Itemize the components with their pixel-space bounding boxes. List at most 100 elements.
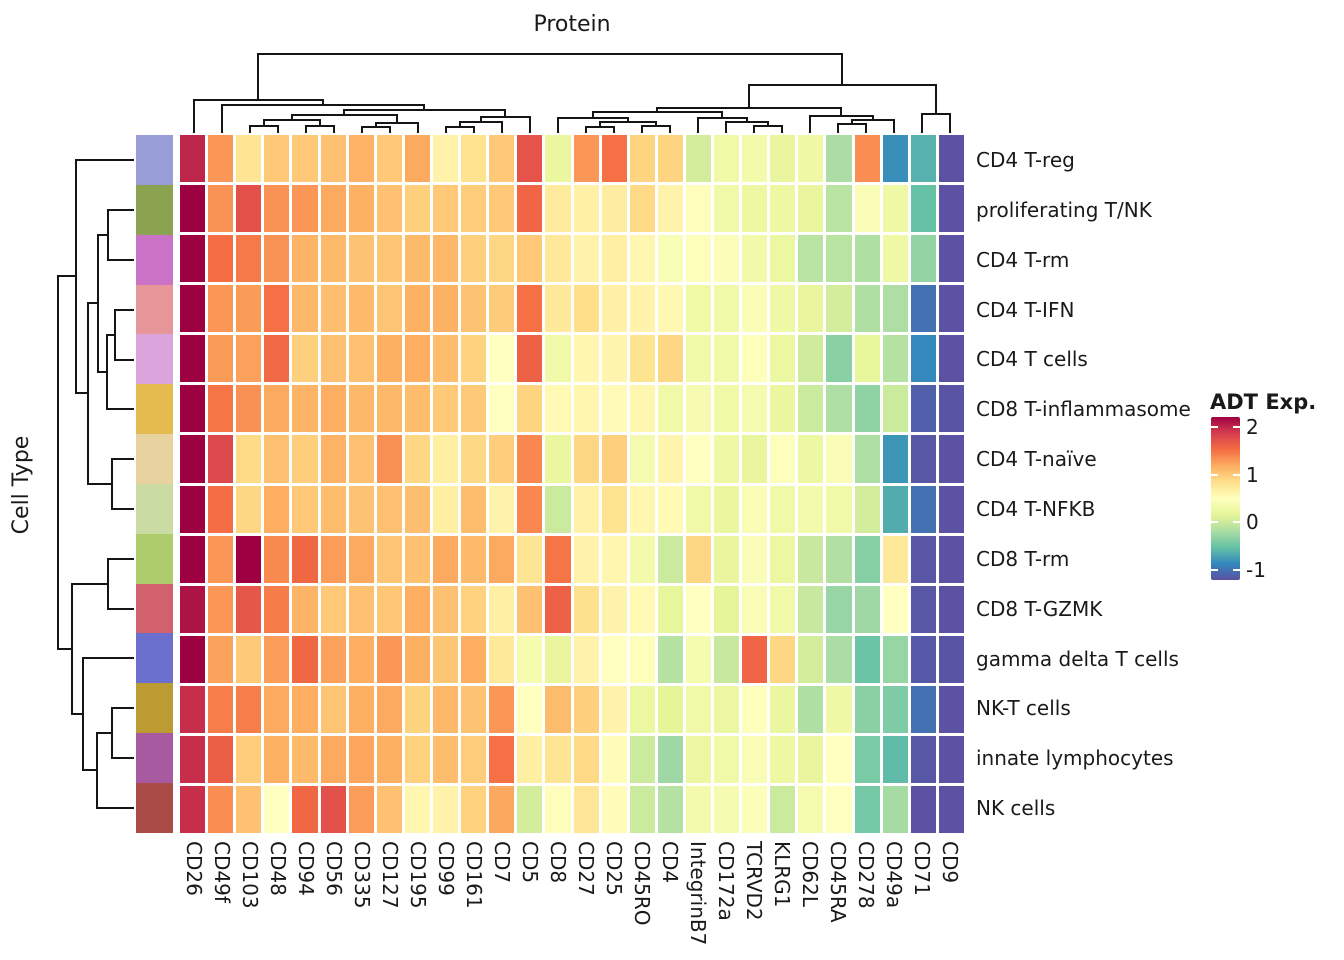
heatmap-cell bbox=[573, 235, 599, 283]
heatmap-cell bbox=[742, 735, 768, 783]
heatmap-cell bbox=[292, 135, 318, 183]
heatmap-cell bbox=[882, 735, 908, 783]
heatmap-cell bbox=[489, 585, 515, 633]
heatmap-cell bbox=[714, 185, 740, 233]
legend-tick-label: 2 bbox=[1246, 414, 1259, 439]
heatmap-cell bbox=[685, 635, 712, 683]
heatmap-cell bbox=[208, 285, 234, 333]
heatmap-cell bbox=[180, 635, 206, 683]
heatmap-cell bbox=[685, 585, 712, 633]
heatmap-cell bbox=[798, 235, 824, 283]
heatmap-cell bbox=[854, 485, 880, 533]
column-label: CD335 bbox=[350, 841, 374, 909]
heatmap-cell bbox=[770, 785, 796, 833]
heatmap-cell bbox=[461, 785, 487, 833]
heatmap-cell bbox=[404, 285, 430, 333]
legend-tick-notch bbox=[1233, 569, 1240, 572]
heatmap-cell bbox=[601, 335, 627, 383]
heatmap-cell bbox=[376, 535, 402, 583]
heatmap-cell bbox=[264, 385, 290, 433]
heatmap-cell bbox=[882, 185, 908, 233]
heatmap-cell bbox=[461, 685, 487, 733]
column-label: CD9 bbox=[938, 841, 962, 884]
row-label: NK-T cells bbox=[976, 696, 1071, 721]
legend-tick-label: -1 bbox=[1246, 558, 1266, 583]
heatmap-cell bbox=[573, 735, 599, 783]
heatmap-cell bbox=[685, 435, 712, 483]
heatmap-cell bbox=[432, 535, 459, 583]
heatmap-cell bbox=[292, 585, 318, 633]
heatmap-cell bbox=[742, 435, 768, 483]
heatmap-cell bbox=[208, 485, 234, 533]
heatmap-cell bbox=[404, 185, 430, 233]
heatmap-cell bbox=[489, 385, 515, 433]
heatmap-cell bbox=[882, 785, 908, 833]
heatmap-cell bbox=[657, 435, 683, 483]
heatmap-cell bbox=[545, 335, 571, 383]
heatmap-cell bbox=[770, 135, 796, 183]
column-label: TCRVD2 bbox=[742, 841, 766, 921]
heatmap-cell bbox=[657, 185, 683, 233]
heatmap-cell bbox=[348, 485, 374, 533]
heatmap-cell bbox=[685, 385, 712, 433]
heatmap-cell bbox=[461, 585, 487, 633]
heatmap-cell bbox=[208, 235, 234, 283]
heatmap-cell bbox=[376, 235, 402, 283]
heatmap-cell bbox=[601, 435, 627, 483]
heatmap-cell bbox=[236, 235, 262, 283]
heatmap-cell bbox=[910, 735, 936, 783]
row-label: CD4 T-IFN bbox=[976, 297, 1075, 322]
heatmap-cell bbox=[376, 385, 402, 433]
heatmap-cell bbox=[461, 635, 487, 683]
heatmap-cell bbox=[685, 135, 712, 183]
heatmap-cell bbox=[882, 635, 908, 683]
heatmap-cell bbox=[938, 385, 964, 433]
heatmap-cell bbox=[320, 685, 346, 733]
heatmap-cell bbox=[770, 385, 796, 433]
heatmap-cell bbox=[180, 235, 206, 283]
heatmap-cell bbox=[404, 635, 430, 683]
heatmap-cell bbox=[657, 535, 683, 583]
heatmap-cell bbox=[489, 435, 515, 483]
heatmap-cell bbox=[882, 135, 908, 183]
heatmap-cell bbox=[545, 685, 571, 733]
column-label: CD49a bbox=[882, 841, 906, 909]
heatmap-cell bbox=[882, 335, 908, 383]
heatmap-cell bbox=[657, 585, 683, 633]
heatmap-cell bbox=[348, 435, 374, 483]
heatmap-cell bbox=[236, 585, 262, 633]
heatmap-cell bbox=[770, 185, 796, 233]
heatmap-cell bbox=[348, 285, 374, 333]
heatmap-cell bbox=[938, 285, 964, 333]
heatmap-cell bbox=[714, 735, 740, 783]
heatmap-cell bbox=[910, 585, 936, 633]
heatmap-cell bbox=[208, 585, 234, 633]
heatmap-cell bbox=[826, 535, 852, 583]
heatmap-cell bbox=[517, 785, 543, 833]
heatmap-cell bbox=[910, 635, 936, 683]
column-label: CD49f bbox=[210, 841, 234, 903]
row-annotation-block bbox=[136, 184, 173, 235]
row-annotation-block bbox=[136, 434, 173, 484]
heatmap-cell bbox=[517, 535, 543, 583]
heatmap-cell bbox=[854, 285, 880, 333]
row-annotation-block bbox=[136, 483, 173, 534]
legend-tick-notch bbox=[1211, 521, 1218, 524]
heatmap-cell bbox=[489, 235, 515, 283]
heatmap-cell bbox=[742, 285, 768, 333]
row-dendrogram bbox=[57, 159, 134, 809]
heatmap-cell bbox=[629, 735, 655, 783]
column-label: CD71 bbox=[910, 841, 934, 896]
column-axis-title: Protein bbox=[533, 12, 611, 37]
heatmap-cell bbox=[573, 585, 599, 633]
heatmap-cell bbox=[404, 385, 430, 433]
heatmap-cell bbox=[601, 485, 627, 533]
heatmap-cell bbox=[180, 535, 206, 583]
heatmap-cell bbox=[685, 185, 712, 233]
heatmap-cell bbox=[854, 685, 880, 733]
heatmap-cell bbox=[292, 635, 318, 683]
heatmap-cell bbox=[320, 535, 346, 583]
heatmap-cell bbox=[208, 185, 234, 233]
heatmap-cell bbox=[714, 485, 740, 533]
heatmap-cell bbox=[770, 485, 796, 533]
